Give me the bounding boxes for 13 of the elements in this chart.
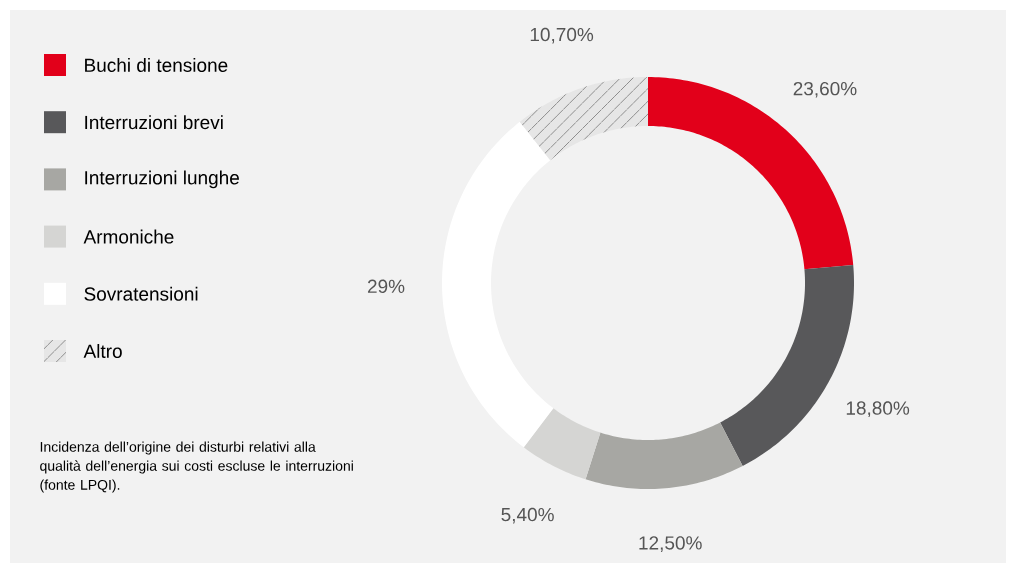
- data-label: 10,70%: [530, 27, 594, 44]
- text: Incidenza dell’origine dei disturbi relativi alla qualità dell’energia sui costi escluse le interruzioni (fonte LPQI).: [40, 441, 353, 493]
- legend-label: Buchi di tensione: [85, 58, 228, 72]
- data-label: 23,60%: [793, 81, 857, 98]
- legend-label: Altro: [83, 344, 122, 358]
- legend-label: Interruzioni lunghe: [85, 170, 239, 189]
- data-label: 12,50%: [639, 536, 702, 552]
- data-label: 18,80%: [846, 401, 910, 418]
- legend-label: Sovratensioni: [84, 286, 198, 301]
- data-label: 29%: [367, 279, 405, 294]
- data-label: 5,40%: [501, 507, 554, 524]
- legend-label: Interruzioni brevi: [85, 115, 223, 130]
- legend-label: Armoniche: [83, 229, 174, 244]
